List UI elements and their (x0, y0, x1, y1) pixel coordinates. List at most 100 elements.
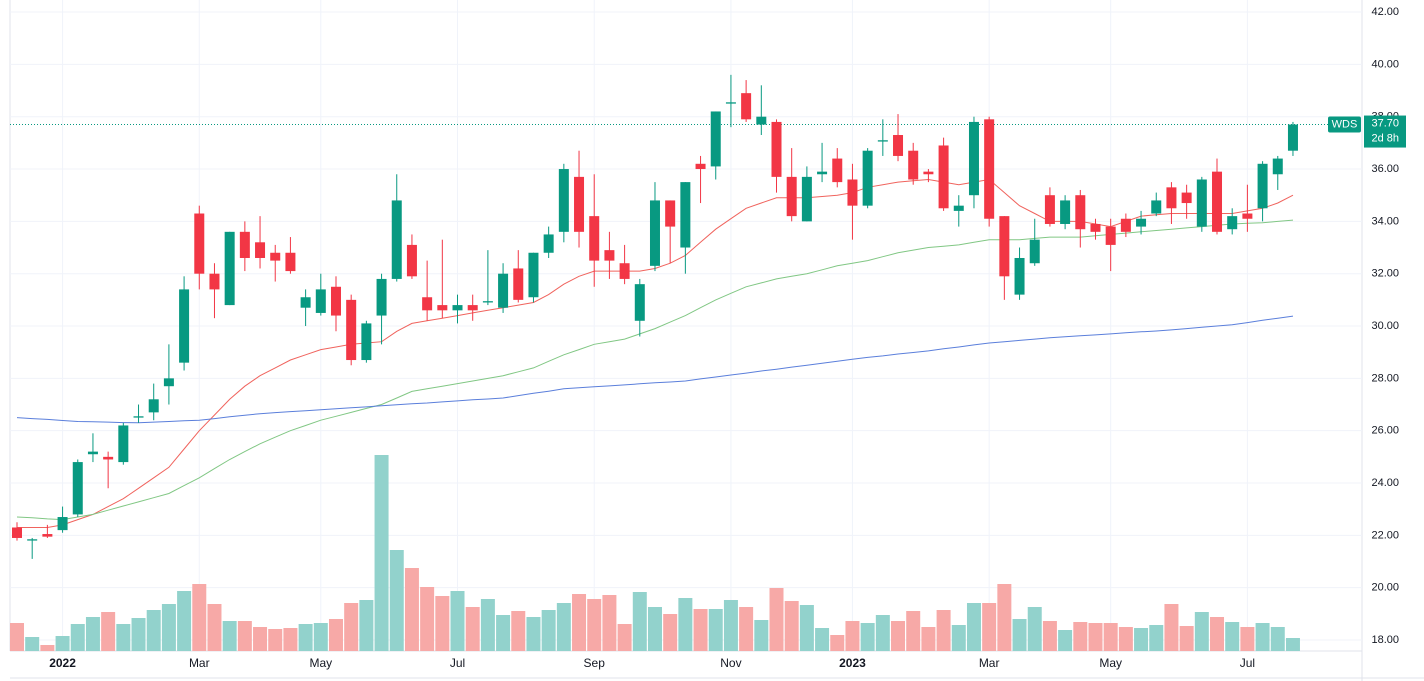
candle-body (452, 305, 463, 311)
y-tick-label: 34.00 (1371, 215, 1399, 227)
volume-bar (906, 611, 921, 651)
candle-body (741, 93, 752, 120)
y-tick-label: 32.00 (1371, 268, 1399, 280)
volume-bar (556, 603, 571, 651)
y-tick-label: 20.00 (1371, 582, 1399, 594)
candle-body (832, 158, 843, 183)
volume-bar (465, 607, 480, 651)
candle-body (12, 527, 22, 538)
volume-bar (101, 612, 116, 651)
candle-body (1090, 223, 1101, 232)
candle-body (1060, 200, 1071, 224)
volume-bar (10, 623, 24, 651)
volume-bar (1073, 622, 1088, 651)
volume-bar (845, 621, 860, 651)
candle-body (847, 179, 858, 206)
candle-body (361, 323, 372, 361)
candle-body (1272, 158, 1283, 175)
symbol-tag (1328, 116, 1361, 133)
y-tick-label: 22.00 (1371, 529, 1399, 541)
volume-bar (298, 624, 313, 651)
candle-body (163, 378, 174, 387)
candle-body (103, 456, 114, 460)
y-tick-label: 18.00 (1371, 634, 1399, 646)
volume-bar (891, 621, 906, 651)
candle-body (908, 150, 919, 180)
candle-body (376, 278, 387, 316)
candle-body (513, 268, 524, 300)
candle-body (406, 244, 417, 277)
volume-bar (754, 620, 769, 651)
candle-body (877, 140, 888, 142)
volume-bar (1012, 619, 1027, 651)
candle-body (923, 171, 934, 175)
volume-bar (1134, 628, 1149, 651)
volume-bar (799, 605, 814, 651)
candle-body (893, 135, 904, 156)
candle-body (194, 213, 205, 274)
volume-bar (146, 610, 161, 651)
candle-body (710, 111, 721, 167)
volume-bar (161, 604, 176, 651)
volume-bar (815, 628, 830, 651)
candle-body (938, 145, 949, 209)
candle-body (1181, 192, 1192, 204)
candle-body (330, 286, 341, 316)
volume-bar (921, 627, 936, 651)
candle-body (27, 539, 38, 541)
y-tick-label: 30.00 (1371, 320, 1399, 332)
candle-body (1287, 124, 1298, 151)
candle-body (634, 284, 645, 321)
candle-body (817, 171, 828, 175)
volume-bar (283, 628, 298, 651)
candle-body (437, 305, 448, 311)
x-tick-label: Mar (979, 656, 1000, 670)
candle-body (1196, 179, 1207, 227)
volume-bar (55, 636, 70, 651)
x-tick-label: Jul (450, 656, 465, 670)
volume-bar (708, 609, 723, 651)
candle-body (771, 121, 782, 177)
volume-bar (207, 604, 222, 651)
volume-bar (85, 617, 100, 651)
volume-bar (1194, 612, 1209, 651)
volume-bar (784, 601, 799, 651)
x-tick-label: 2023 (839, 656, 866, 670)
candle-body (346, 299, 357, 361)
candle-body (756, 116, 767, 125)
candle-body (224, 231, 235, 306)
candle-body (1044, 195, 1055, 224)
volume-bar (647, 607, 662, 651)
x-tick-label: Nov (720, 656, 741, 670)
x-tick-label: May (1099, 656, 1122, 670)
candle-body (1242, 213, 1253, 219)
volume-bar (1058, 630, 1073, 651)
volume-bar (602, 595, 617, 651)
candle-body (285, 252, 296, 272)
volume-bar (328, 619, 343, 651)
volume-bar (480, 599, 495, 651)
x-tick-label: Jul (1240, 656, 1255, 670)
candle-body (528, 252, 539, 298)
volume-bar (572, 594, 587, 651)
candle-body (72, 462, 83, 515)
y-tick-label: 40.00 (1371, 58, 1399, 70)
volume-bar (1285, 638, 1300, 651)
volume-bar (389, 550, 404, 651)
candle-body (57, 517, 68, 531)
volume-bar (1118, 627, 1133, 651)
moving-average (16, 315, 1294, 424)
y-tick-label: 26.00 (1371, 425, 1399, 437)
volume-bar (860, 623, 875, 651)
candle-body (1014, 257, 1025, 295)
x-tick-label: 2022 (49, 656, 76, 670)
candle-body (1166, 187, 1177, 209)
volume-bar (450, 591, 465, 651)
volume-bar (1088, 623, 1103, 651)
x-tick-label: Mar (189, 656, 210, 670)
symbol-label: WDS (1332, 118, 1358, 130)
candle-body (1075, 195, 1086, 230)
y-tick-label: 36.00 (1371, 163, 1399, 175)
candle-body (725, 102, 736, 104)
candle-body (589, 216, 600, 261)
